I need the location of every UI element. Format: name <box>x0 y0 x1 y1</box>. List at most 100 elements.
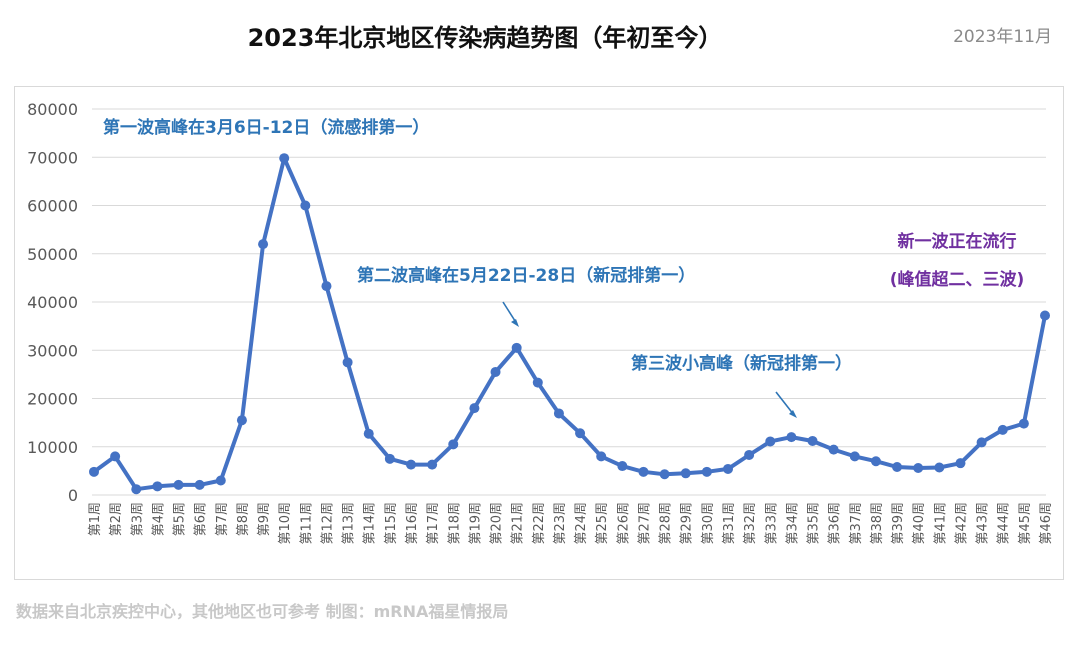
annotation-third-wave: 第三波小高峰（新冠排第一） <box>631 353 852 374</box>
x-tick-label: 第12周 <box>320 502 335 545</box>
data-point <box>532 377 543 388</box>
x-tick-label: 第34周 <box>785 502 800 545</box>
x-tick-label: 第33周 <box>764 502 779 545</box>
x-axis-ticks: 第1周 第2周 第3周 第4周 第5周 第6周 第7周 第8周 第9周 第10周 第11周 第12周第… <box>88 502 1054 545</box>
x-tick-label: 第19周 <box>468 502 483 545</box>
x-tick-label: 第1周 <box>88 502 103 536</box>
x-tick-label: 第10周 <box>278 502 293 545</box>
x-tick-label: 第15周 <box>384 502 399 545</box>
data-point <box>300 200 311 211</box>
y-axis-ticks: 0 10000 20000 30000 40000 50000 60000 70000 8000… <box>27 100 78 505</box>
arrow-third-wave <box>775 391 797 418</box>
x-tick-label: 第43周 <box>976 502 991 545</box>
chart-title: 2023年北京地区传染病趋势图（年初至今） <box>247 24 723 52</box>
x-tick-label: 第4周 <box>151 502 166 536</box>
x-tick-label: 第26周 <box>616 502 631 545</box>
x-tick-label: 第21周 <box>511 502 526 545</box>
series-points <box>89 153 1050 495</box>
data-point <box>384 453 395 464</box>
x-tick-label: 第18周 <box>447 502 462 545</box>
data-point <box>680 468 691 479</box>
data-point <box>997 424 1008 435</box>
x-tick-label: 第31周 <box>722 502 737 545</box>
data-point <box>744 449 755 460</box>
data-point <box>913 462 924 473</box>
data-point <box>723 463 733 474</box>
annotation-new-wave: 新一波正在流行 <box>898 231 1017 252</box>
x-tick-label: 第36周 <box>828 502 843 545</box>
x-tick-label: 第8周 <box>236 502 251 536</box>
x-tick-label: 第39周 <box>891 502 906 545</box>
arrow-second-wave <box>502 301 519 327</box>
x-tick-label: 第45周 <box>1018 502 1033 545</box>
data-point <box>828 444 839 455</box>
data-point <box>363 428 374 439</box>
y-tick-label: 20000 <box>27 390 78 409</box>
data-point <box>575 428 586 439</box>
data-point <box>1018 418 1029 429</box>
x-tick-label: 第41周 <box>933 502 948 545</box>
data-point <box>1040 310 1050 321</box>
data-point <box>258 239 269 250</box>
x-tick-label: 第35周 <box>807 502 822 545</box>
x-tick-label: 第24周 <box>574 502 589 545</box>
data-point <box>427 459 438 470</box>
x-tick-label: 第9周 <box>257 502 272 536</box>
x-tick-label: 第22周 <box>532 502 547 545</box>
data-point <box>89 466 99 477</box>
x-tick-label: 第13周 <box>342 502 357 545</box>
y-tick-label: 50000 <box>27 245 78 264</box>
annotation-first-wave: 第一波高峰在3月6日-12日（流感排第一） <box>103 117 429 138</box>
x-tick-label: 第17周 <box>426 502 441 545</box>
data-point <box>131 484 142 495</box>
data-point <box>849 451 860 462</box>
chart-frame <box>14 86 1064 580</box>
data-point <box>279 153 290 164</box>
data-point <box>469 403 480 414</box>
series-line <box>92 156 1047 492</box>
x-tick-label: 第16周 <box>405 502 420 545</box>
data-point <box>638 466 649 477</box>
y-tick-label: 40000 <box>27 293 78 312</box>
x-tick-label: 第20周 <box>490 502 505 545</box>
data-point <box>406 459 416 470</box>
data-point <box>448 439 459 450</box>
x-tick-label: 第29周 <box>680 502 695 545</box>
data-point <box>321 281 332 292</box>
data-point <box>511 342 522 353</box>
y-tick-label: 60000 <box>27 197 78 216</box>
y-tick-label: 0 <box>68 486 78 505</box>
x-tick-label: 第37周 <box>849 502 864 545</box>
y-tick-label: 30000 <box>27 341 78 360</box>
source-note: 数据来自北京疾控中心，其他地区也可参考 制图：mRNA福星情报局 <box>16 602 509 621</box>
data-point <box>215 475 226 486</box>
data-point <box>617 461 628 472</box>
x-tick-label: 第2周 <box>109 502 124 536</box>
data-point <box>490 366 501 377</box>
y-tick-label: 80000 <box>27 100 78 119</box>
data-point <box>976 437 987 448</box>
data-point <box>765 436 776 447</box>
x-tick-label: 第3周 <box>130 502 145 536</box>
data-point <box>152 481 163 492</box>
x-tick-label: 第28周 <box>659 502 674 545</box>
data-point <box>934 462 945 473</box>
data-point <box>342 357 353 368</box>
series-polyline <box>92 156 1047 492</box>
x-tick-label: 第23周 <box>553 502 568 545</box>
y-tick-label: 70000 <box>27 148 78 167</box>
data-point <box>892 462 903 473</box>
data-point <box>870 456 881 467</box>
y-tick-label: 10000 <box>27 438 78 457</box>
data-point <box>110 451 121 462</box>
x-tick-label: 第32周 <box>743 502 758 545</box>
data-point <box>173 479 184 490</box>
data-point <box>786 432 797 443</box>
x-tick-label: 第5周 <box>173 502 188 536</box>
annotation-second-wave: 第二波高峰在5月22日-28日（新冠排第一） <box>357 265 695 286</box>
annotation-new-wave-note: (峰值超二、三波) <box>890 269 1025 290</box>
data-point <box>701 466 712 477</box>
x-tick-label: 第11周 <box>299 502 314 545</box>
data-point <box>596 451 607 462</box>
